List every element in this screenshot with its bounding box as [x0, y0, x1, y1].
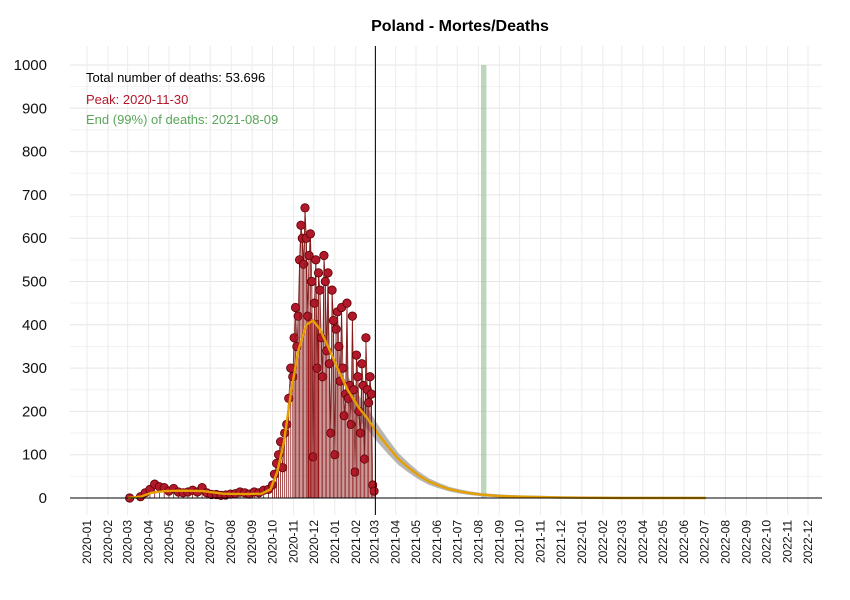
observed-point — [342, 298, 352, 308]
fit-uncertainty-band — [347, 375, 706, 498]
x-tick-label: 2022-11 — [781, 520, 795, 563]
observed-point — [328, 315, 339, 326]
x-tick-label: 2020-08 — [224, 520, 238, 564]
x-tick-label: 2020-07 — [203, 520, 217, 564]
x-tick-label: 2022-04 — [636, 520, 650, 564]
x-tick-label: 2022-12 — [801, 520, 815, 564]
x-tick-label: 2020-12 — [307, 520, 321, 564]
y-tick-label: 0 — [39, 490, 47, 507]
x-tick-label: 2021-06 — [430, 520, 444, 564]
x-tick-label: 2020-04 — [142, 520, 156, 564]
x-tick-label: 2021-03 — [368, 520, 382, 564]
observed-point — [300, 203, 310, 213]
observed-point — [315, 285, 325, 295]
observed-point — [364, 398, 374, 408]
y-tick-label: 400 — [22, 317, 47, 334]
x-tick-label: 2021-05 — [409, 520, 423, 564]
observed-point — [351, 350, 362, 360]
y-tick-label: 200 — [22, 403, 47, 420]
observed-point — [296, 220, 306, 230]
end-band — [481, 65, 487, 498]
x-tick-label: 2022-01 — [575, 520, 589, 564]
observed-point — [305, 229, 316, 239]
y-tick-label: 300 — [22, 360, 47, 377]
annotation-total: Total number of deaths: 53.696 — [86, 70, 265, 85]
observed-point — [365, 372, 375, 382]
observed-point — [346, 419, 356, 429]
y-tick-label: 500 — [22, 274, 47, 291]
x-tick-label: 2022-08 — [718, 520, 732, 564]
y-tick-label: 900 — [22, 100, 47, 117]
x-tick-label: 2022-03 — [615, 520, 629, 564]
x-tick-label: 2020-01 — [80, 520, 94, 564]
x-tick-label: 2022-06 — [677, 520, 691, 564]
y-axis-ticks: 0 100 200 300 400 500 600 700 800 900 1000 — [14, 57, 47, 507]
y-tick-label: 100 — [22, 447, 47, 464]
observed-point — [290, 302, 301, 313]
observed-point — [323, 268, 333, 278]
observed-point — [304, 250, 314, 261]
y-tick-label: 700 — [22, 187, 47, 204]
observed-point — [307, 276, 317, 287]
x-tick-label: 2021-12 — [554, 520, 568, 564]
y-tick-label: 800 — [22, 144, 47, 161]
observed-point — [311, 255, 321, 265]
y-tick-label: 1000 — [14, 57, 47, 74]
fit-series — [127, 318, 706, 500]
annotation-peak: Peak: 2020-11-30 — [86, 92, 188, 107]
x-tick-label: 2021-07 — [450, 520, 464, 564]
observed-point — [334, 341, 344, 352]
observed-point — [326, 428, 336, 438]
x-tick-label: 2020-03 — [121, 520, 135, 564]
x-tick-label: 2021-11 — [534, 520, 548, 563]
x-tick-label: 2022-10 — [760, 520, 774, 564]
x-tick-label: 2020-05 — [162, 520, 176, 564]
x-tick-label: 2020-11 — [286, 520, 300, 563]
x-tick-label: 2021-09 — [492, 520, 506, 564]
x-tick-label: 2022-02 — [596, 520, 610, 564]
observed-point — [320, 276, 330, 287]
x-tick-label: 2020-06 — [183, 520, 197, 564]
x-tick-label: 2021-10 — [513, 520, 527, 564]
observed-point — [327, 285, 337, 295]
chart-title: Poland - Mortes/Deaths — [371, 18, 549, 35]
x-tick-label: 2020-10 — [265, 520, 279, 564]
observed-point — [289, 333, 299, 343]
x-tick-label: 2022-05 — [656, 520, 670, 564]
observed-point — [369, 486, 379, 496]
fit-curve — [127, 318, 706, 500]
observed-point — [299, 259, 309, 269]
observed-point — [366, 389, 376, 399]
x-tick-label: 2021-08 — [471, 520, 485, 564]
y-tick-label: 600 — [22, 230, 47, 247]
x-tick-label: 2021-04 — [389, 520, 403, 564]
annotation-end: End (99%) of deaths: 2021-08-09 — [86, 112, 278, 127]
x-tick-label: 2021-02 — [349, 520, 363, 564]
x-tick-label: 2020-09 — [245, 520, 259, 564]
observed-point — [353, 372, 363, 382]
observed-point — [355, 428, 366, 438]
observed-point — [319, 250, 329, 261]
x-axis-ticks: 2020-01 2020-02 2020-03 2020-04 2020-05 2020-… — [80, 520, 815, 564]
grid — [70, 46, 822, 515]
observed-series — [125, 203, 379, 503]
observed-point — [331, 324, 341, 334]
observed-point — [309, 298, 320, 308]
x-tick-label: 2022-07 — [697, 520, 711, 564]
x-tick-label: 2020-02 — [101, 520, 115, 564]
observed-point — [357, 359, 367, 369]
observed-point — [313, 268, 324, 278]
x-tick-label: 2022-09 — [739, 520, 753, 564]
x-tick-label: 2021-01 — [328, 520, 342, 564]
observed-point — [347, 311, 357, 321]
observed-point — [361, 333, 371, 343]
